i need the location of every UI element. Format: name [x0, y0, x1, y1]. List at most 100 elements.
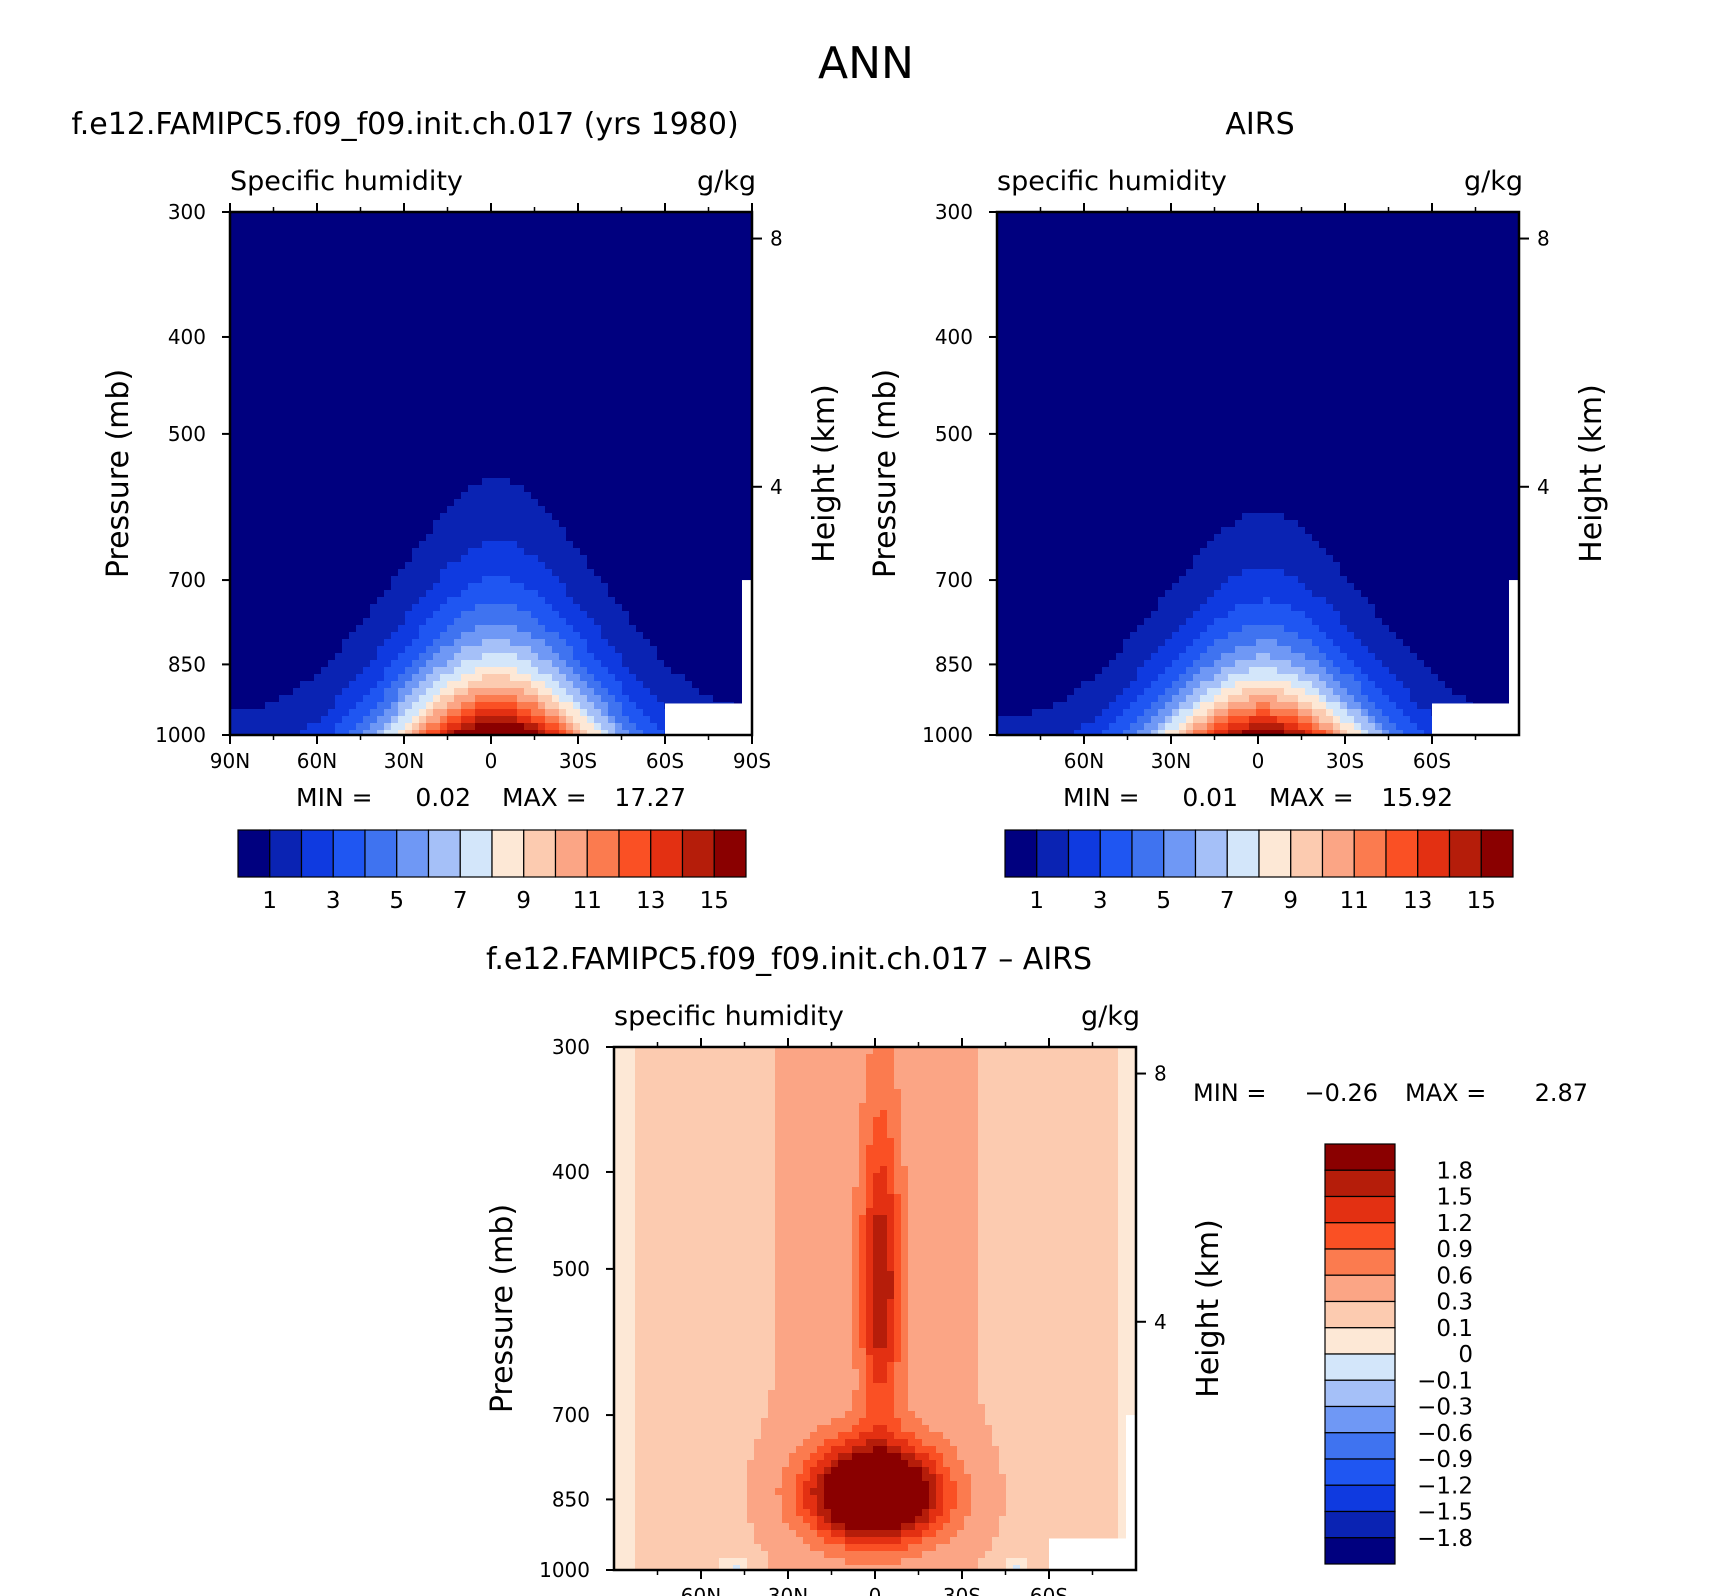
contour-cell [447, 275, 455, 283]
contour-cell [412, 485, 420, 493]
contour-cell [664, 527, 672, 535]
contour-cell [433, 499, 441, 507]
contour-cell [706, 275, 714, 283]
contour-cell [384, 429, 392, 437]
contour-cell [650, 366, 658, 374]
contour-cell [426, 387, 434, 395]
contour-cell [601, 604, 609, 612]
contour-cell [391, 625, 399, 633]
contour-cell [629, 268, 637, 276]
contour-cell [559, 660, 567, 668]
contour-cell [706, 331, 714, 339]
contour-cell [433, 611, 441, 619]
contour-cell [244, 632, 252, 640]
contour-cell [405, 639, 413, 647]
contour-cell [538, 646, 546, 654]
contour-cell [377, 394, 385, 402]
contour-cell [433, 359, 441, 367]
contour-cell [706, 226, 714, 234]
contour-cell [608, 268, 616, 276]
contour-cell [286, 408, 294, 416]
contour-cell [531, 387, 539, 395]
contour-cell [244, 282, 252, 290]
contour-cell [601, 471, 609, 479]
contour-cell [237, 639, 245, 647]
contour-cell [594, 506, 602, 514]
contour-cell [531, 261, 539, 269]
contour-cell [419, 478, 427, 486]
contour-cell [356, 492, 364, 500]
contour-cell [447, 401, 455, 409]
contour-cell [335, 240, 343, 248]
contour-cell [300, 485, 308, 493]
contour-cell [265, 653, 273, 661]
contour-cell [671, 492, 679, 500]
contour-cell [741, 247, 749, 255]
contour-cell [510, 359, 518, 367]
contour-cell [293, 303, 301, 311]
contour-cell [559, 233, 567, 241]
contour-cell [300, 352, 308, 360]
contour-cell [377, 562, 385, 570]
contour-cell [244, 667, 252, 675]
contour-cell [594, 583, 602, 591]
contour-cell [314, 576, 322, 584]
contour-cell [293, 667, 301, 675]
contour-cell [650, 611, 658, 619]
contour-cell [671, 296, 679, 304]
contour-cell [251, 436, 259, 444]
contour-cell [426, 478, 434, 486]
contour-cell [636, 219, 644, 227]
contour-cell [391, 513, 399, 521]
contour-cell [552, 317, 560, 325]
contour-cell [475, 604, 483, 612]
contour-cell [664, 639, 672, 647]
contour-cell [244, 331, 252, 339]
contour-cell [258, 387, 266, 395]
contour-cell [377, 492, 385, 500]
contour-cell [538, 534, 546, 542]
contour-cell [335, 562, 343, 570]
contour-cell [531, 485, 539, 493]
contour-cell [720, 296, 728, 304]
contour-cell [251, 282, 259, 290]
contour-cell [419, 226, 427, 234]
contour-cell [440, 513, 448, 521]
contour-cell [370, 226, 378, 234]
contour-cell [552, 394, 560, 402]
contour-cell [307, 541, 315, 549]
contour-cell [636, 415, 644, 423]
contour-cell [594, 625, 602, 633]
contour-cell [734, 219, 742, 227]
contour-cell [356, 625, 364, 633]
contour-cell [671, 429, 679, 437]
contour-cell [524, 338, 532, 346]
contour-cell [258, 464, 266, 472]
contour-cell [391, 233, 399, 241]
contour-cell [559, 303, 567, 311]
contour-cell [601, 380, 609, 388]
contour-cell [454, 380, 462, 388]
contour-cell [545, 233, 553, 241]
contour-cell [356, 429, 364, 437]
contour-cell [244, 380, 252, 388]
contour-cell [671, 261, 679, 269]
contour-cell [510, 674, 518, 682]
contour-cell [363, 464, 371, 472]
contour-cell [412, 240, 420, 248]
contour-cell [538, 499, 546, 507]
contour-cell [727, 611, 735, 619]
contour-cell [573, 562, 581, 570]
contour-cell [517, 443, 525, 451]
contour-cell [608, 233, 616, 241]
contour-cell [363, 513, 371, 521]
contour-cell [671, 632, 679, 640]
contour-cell [678, 457, 686, 465]
contour-cell [601, 436, 609, 444]
contour-cell [391, 436, 399, 444]
contour-cell [531, 471, 539, 479]
contour-cell [349, 513, 357, 521]
contour-cell [587, 506, 595, 514]
contour-cell [636, 527, 644, 535]
contour-cell [685, 422, 693, 430]
